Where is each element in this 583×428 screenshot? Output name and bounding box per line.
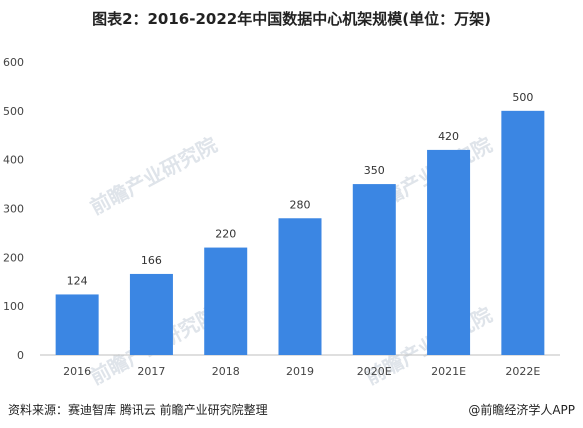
bar: [501, 110, 545, 355]
data-label: 500: [512, 91, 533, 104]
y-tick-label: 0: [17, 349, 24, 362]
brand-credit: @前瞻经济学人APP: [468, 403, 575, 417]
footer: 资料来源：赛迪智库 腾讯云 前瞻产业研究院整理 @前瞻经济学人APP: [8, 401, 575, 419]
x-tick-label: 2021E: [431, 365, 466, 378]
x-axis-ticks: 2016 2017 2018 2019 2020E 2021E 2022E: [63, 365, 540, 378]
data-label: 220: [215, 228, 236, 241]
x-tick-label: 2019: [286, 365, 314, 378]
source-note: 资料来源：赛迪智库 腾讯云 前瞻产业研究院整理: [8, 403, 268, 417]
y-tick-label: 500: [3, 105, 24, 118]
data-label: 280: [290, 198, 311, 211]
y-tick-label: 300: [3, 203, 24, 216]
y-tick-label: 200: [3, 251, 24, 264]
bar: [352, 184, 396, 355]
data-label: 166: [141, 254, 162, 267]
data-label: 420: [438, 130, 459, 143]
x-tick-label: 2016: [63, 365, 91, 378]
watermark-text: 前瞻产业研究院: [86, 132, 221, 219]
y-tick-label: 400: [3, 154, 24, 167]
x-tick-label: 2020E: [357, 365, 392, 378]
bar: [278, 218, 322, 355]
data-labels: 124 166 220 280 350 420 500: [67, 91, 534, 288]
chart-title: 图表2：2016-2022年中国数据中心机架规模(单位：万架): [92, 10, 491, 28]
bar: [204, 247, 248, 355]
y-tick-label: 100: [3, 300, 24, 313]
bar: [129, 273, 173, 355]
data-label: 350: [364, 164, 385, 177]
data-label: 124: [67, 274, 88, 287]
x-tick-label: 2022E: [505, 365, 540, 378]
x-tick-label: 2017: [137, 365, 165, 378]
x-tick-label: 2018: [212, 365, 240, 378]
bar: [427, 149, 471, 355]
y-tick-label: 600: [3, 56, 24, 69]
bar: [55, 294, 99, 355]
y-axis-ticks: 0 100 200 300 400 500 600: [3, 56, 24, 362]
bar-series: [55, 110, 545, 355]
